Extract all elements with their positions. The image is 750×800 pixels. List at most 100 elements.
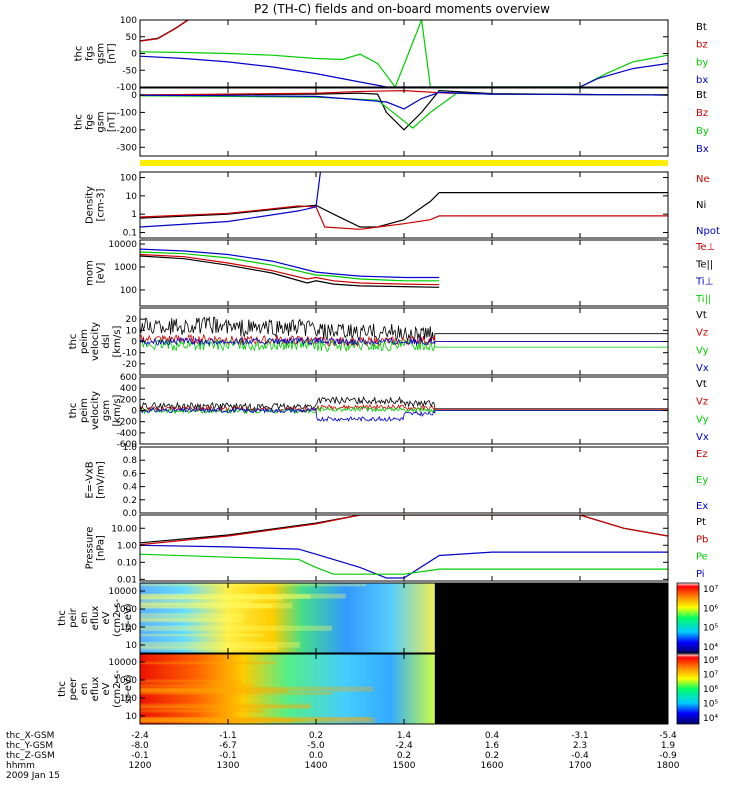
legend-vy: Vy bbox=[696, 414, 709, 425]
y-axis-label: thc bbox=[68, 334, 79, 350]
y-tick-label: -50 bbox=[122, 66, 137, 76]
y-axis-label: sr-eV) bbox=[123, 603, 134, 632]
ephemeris-row-label: hhmm bbox=[6, 761, 35, 771]
y-tick-label: 100 bbox=[120, 286, 137, 296]
y-axis-label: sr-eV) bbox=[123, 674, 134, 703]
ephemeris-row-label: thc_X-GSM bbox=[6, 731, 54, 741]
bottom-time-axis: thc_X-GSM -2.4 -1.1 0.2 1.4 0.4 -3.1 -5.4 thc_Y-… bbox=[6, 731, 680, 781]
y-tick-label: 10000 bbox=[108, 587, 137, 597]
y-axis-label: (cm2-s- bbox=[112, 670, 123, 708]
y-tick-label: 100 bbox=[120, 174, 137, 184]
legend-ex: Ex bbox=[696, 501, 708, 512]
y-tick-label: 50 bbox=[126, 33, 138, 43]
panel-pressure: 10.00 1.00 0.10 0.01 Pt Pb Pe Pi Pressure [nPa] bbox=[85, 514, 708, 585]
y-tick-label: 0 bbox=[131, 407, 137, 417]
y-axis-label: thc bbox=[74, 114, 85, 130]
ephemeris-value: 1800 bbox=[657, 761, 680, 771]
series-vt-line bbox=[140, 395, 668, 412]
ephemeris-row-label: thc_Z-GSM bbox=[6, 751, 55, 761]
series-bx-line bbox=[140, 91, 668, 110]
y-tick-label: -300 bbox=[117, 143, 138, 153]
y-tick-label: 0 bbox=[131, 338, 137, 348]
y-axis-label: gsm bbox=[96, 43, 107, 64]
ephemeris-value: 1500 bbox=[393, 761, 416, 771]
y-tick-label: 0.2 bbox=[123, 496, 137, 506]
legend-bx: Bx bbox=[696, 144, 709, 155]
ephemeris-value: 1300 bbox=[217, 761, 240, 771]
panel-fgs: 100 50 0 -50 -100 Bt bz by bx thc fgs gsm [nT] bbox=[74, 16, 709, 93]
y-axis-label: eflux bbox=[90, 677, 101, 702]
y-tick-label: 0 bbox=[131, 91, 137, 101]
y-axis-label: velocity bbox=[90, 322, 101, 361]
legend-vt: Vt bbox=[696, 379, 707, 390]
ephemeris-value: -6.7 bbox=[219, 741, 237, 751]
legend-vy: Vy bbox=[696, 345, 709, 356]
y-axis-label: thc bbox=[57, 610, 68, 626]
series-te⊥-line bbox=[140, 253, 440, 286]
panel-temp: 10000 1000 100 Te⊥ Te|| Ti⊥ Ti|| mom [eV] bbox=[85, 239, 715, 307]
y-tick-label: 600 bbox=[120, 373, 137, 383]
legend-bz: Bz bbox=[696, 108, 708, 119]
legend-bz: bz bbox=[696, 40, 708, 51]
legend-te⊥: Te⊥ bbox=[695, 242, 715, 253]
y-tick-label: -100 bbox=[117, 83, 138, 93]
panel-frame bbox=[139, 446, 669, 514]
y-axis-label: peim bbox=[79, 398, 90, 423]
y-tick-label: 400 bbox=[120, 384, 137, 394]
series-pe-line bbox=[140, 553, 668, 575]
y-tick-label: 20 bbox=[126, 315, 138, 325]
legend-bt: Bt bbox=[696, 90, 707, 101]
y-tick-label: -600 bbox=[117, 440, 138, 450]
panel-fge: 0 -100 -200 -300 Bt Bz By Bx thc fge gsm [nT] bbox=[74, 87, 709, 157]
legend-ey: Ey bbox=[696, 475, 708, 486]
colorbar-tick: 10⁵ bbox=[703, 700, 718, 710]
ephemeris-value: 0.2 bbox=[485, 751, 499, 761]
ephemeris-value: 1.9 bbox=[661, 741, 676, 751]
legend-vt: Vt bbox=[696, 310, 707, 321]
legend-ni: Ni bbox=[696, 200, 706, 211]
colorbar-tick: 10⁶ bbox=[703, 604, 718, 614]
series-ti||-line bbox=[140, 251, 440, 282]
y-tick-label: 1 bbox=[131, 210, 137, 220]
legend-pt: Pt bbox=[696, 517, 706, 528]
y-tick-label: -400 bbox=[117, 429, 138, 439]
panel-density: 100 10 1 0.1 Ne Ni Npot Density [cm-3] bbox=[85, 171, 720, 239]
y-tick-label: 200 bbox=[120, 395, 137, 405]
panel-mode_bar bbox=[140, 160, 668, 166]
y-tick-label: 100 bbox=[120, 623, 137, 633]
colorbar-tick: 10⁷ bbox=[703, 671, 718, 681]
legend-ti⊥: Ti⊥ bbox=[695, 277, 713, 288]
y-axis-label: gsm bbox=[101, 400, 112, 421]
legend-npot: Npot bbox=[696, 226, 720, 237]
y-tick-label: -100 bbox=[117, 108, 138, 118]
ephemeris-value: 1.4 bbox=[397, 731, 412, 741]
y-tick-label: -20 bbox=[122, 360, 137, 370]
y-axis-label: mom bbox=[85, 260, 96, 286]
y-tick-label: 0.0 bbox=[123, 509, 138, 519]
elec_spec-spectrogram bbox=[140, 654, 435, 724]
legend-ez: Ez bbox=[696, 449, 708, 460]
y-axis-label: peim bbox=[79, 329, 90, 354]
legend-by: by bbox=[696, 57, 708, 68]
ephemeris-value: -2.4 bbox=[395, 741, 413, 751]
series-by-line bbox=[140, 20, 668, 87]
series-bz-line bbox=[140, 20, 190, 42]
y-axis-label: Pressure bbox=[85, 527, 96, 570]
legend-pb: Pb bbox=[696, 534, 708, 545]
series-vt-line bbox=[140, 316, 668, 344]
ephemeris-value: -0.1 bbox=[131, 751, 149, 761]
y-tick-label: -10 bbox=[122, 349, 137, 359]
y-axis-label: [nPa] bbox=[96, 535, 107, 561]
y-tick-label: 0.8 bbox=[123, 456, 138, 466]
y-tick-label: 100 bbox=[120, 694, 137, 704]
y-tick-label: 10 bbox=[126, 192, 138, 202]
y-axis-label: eV bbox=[101, 611, 112, 624]
y-tick-label: 10000 bbox=[108, 658, 137, 668]
series-pi-line bbox=[140, 544, 668, 579]
series-bx-line bbox=[140, 55, 668, 87]
ion_spec-no-data bbox=[434, 583, 668, 653]
ephemeris-value: -2.4 bbox=[131, 731, 149, 741]
panel-ion_spec: 10⁷ 10⁶ 10⁵ 10⁴ 10000 1000 100 10 thc peir en eflux… bbox=[57, 582, 718, 654]
